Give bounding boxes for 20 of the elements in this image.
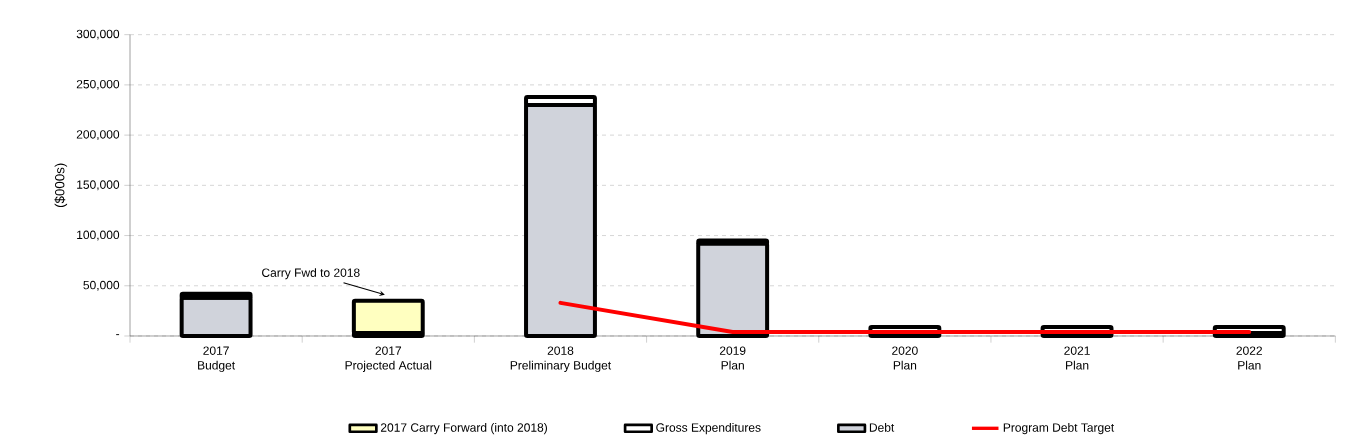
y-tick-label: 300,000	[76, 29, 120, 40]
x-tick-label: 2022 Plan	[1236, 346, 1262, 370]
x-tick-label: 2019 Plan	[719, 346, 746, 370]
y-tick-label: 50,000	[83, 280, 120, 291]
y-tick-label: 100,000	[77, 230, 120, 241]
x-tick-label: 2018 Preliminary Budget	[510, 346, 612, 372]
y-tick-label: 150,000	[77, 180, 120, 191]
legend-label: Debt	[869, 422, 895, 432]
annotation: Carry Fwd to 2018	[262, 268, 360, 280]
y-tick-label: 200,000	[76, 130, 120, 141]
x-tick-label: 2017 Projected Actual	[345, 346, 432, 372]
legend-label: Program Debt Target	[1003, 422, 1115, 435]
y-axis-title: ($000s)	[54, 163, 68, 208]
legend-label: 2017 Carry Forward (into 2018)	[380, 422, 547, 435]
x-tick-label: 2021 Plan	[1064, 346, 1090, 370]
y-tick-label: -	[116, 334, 120, 336]
x-tick-label: 2017 Budget	[198, 346, 236, 372]
legend-label: Gross Expenditures	[656, 422, 761, 435]
y-tick-label: 250,000	[76, 79, 120, 90]
x-tick-label: 2020 Plan	[892, 346, 918, 370]
